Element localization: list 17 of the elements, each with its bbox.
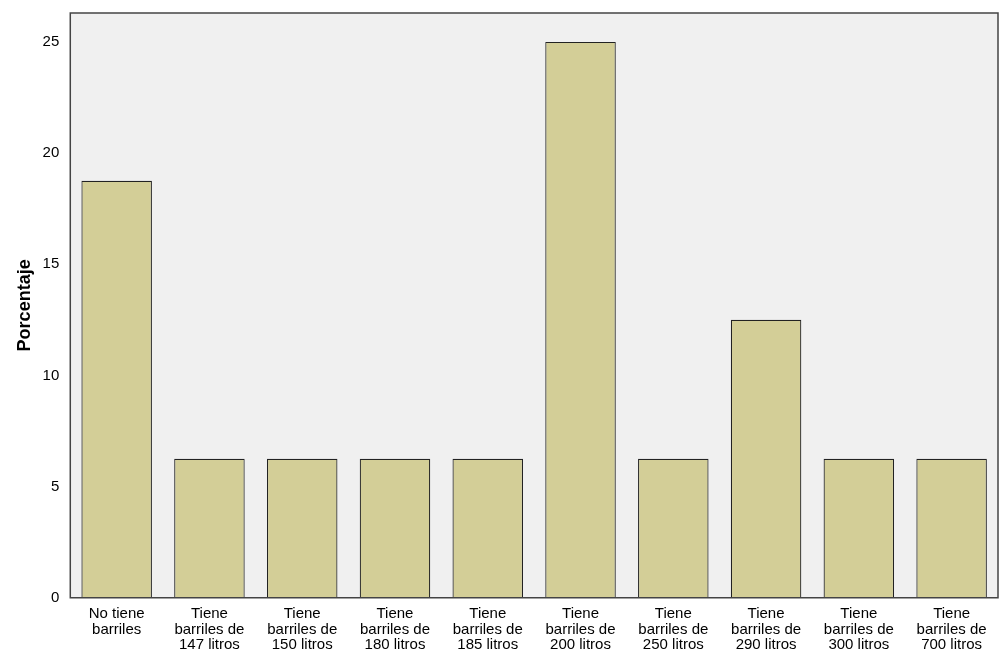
y-tick-label: 10 (42, 365, 60, 383)
x-tick-label: Tiene barriles de 200 litros (545, 603, 616, 653)
y-axis-title: Porcentaje (13, 259, 34, 352)
x-tick-label: Tiene barriles de 300 litros (823, 603, 894, 653)
x-tick-label: Tiene barriles de 185 litros (452, 603, 523, 653)
y-tick-label: 25 (42, 32, 60, 50)
x-tick-label: Tiene barriles de 150 litros (267, 603, 338, 653)
x-tick-label: Tiene barriles de 290 litros (731, 603, 802, 653)
y-tick-label: 20 (42, 143, 60, 161)
y-tick-label: 5 (50, 476, 60, 494)
x-tick-label: Tiene barriles de 180 litros (359, 603, 431, 653)
x-tick-label: No tiene barriles (88, 603, 145, 637)
x-tick-label: Tiene barriles de 250 litros (638, 603, 709, 653)
x-tick-label: Tiene barriles de 700 litros (916, 603, 987, 653)
y-tick-label: 0 (50, 587, 60, 605)
y-tick-label: 15 (42, 254, 60, 272)
x-tick-label: Tiene barriles de 147 litros (174, 603, 245, 653)
